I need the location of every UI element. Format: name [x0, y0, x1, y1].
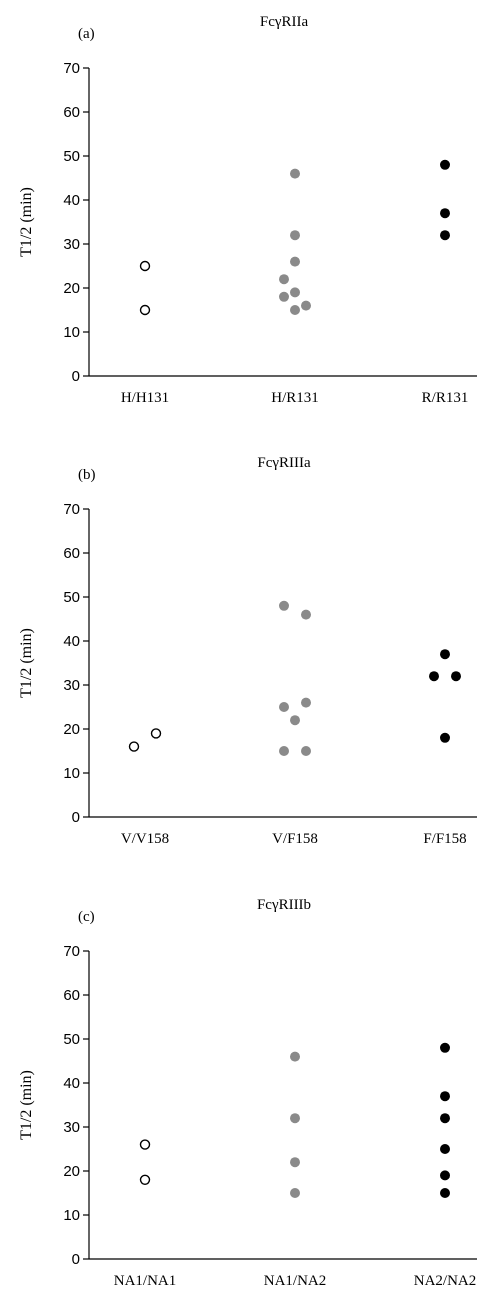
panel-label: (a)	[78, 26, 95, 42]
data-point	[440, 208, 450, 219]
data-point	[290, 1113, 300, 1124]
data-point	[440, 1113, 450, 1124]
data-point	[440, 1042, 450, 1053]
data-point	[290, 230, 300, 241]
chart-panel-2: (b) FcγRIIIa T1/2 (min) 0 10 20 30 40 50 60 70 V/V1…	[18, 455, 477, 847]
y-tick-label: 0	[72, 1251, 80, 1268]
y-tick-label: 40	[63, 192, 80, 209]
data-point	[440, 230, 450, 241]
data-point	[279, 600, 289, 611]
chart-panel-1: (a) FcγRIIa T1/2 (min) 0 10 20 30 40 50 60 70 H/H13…	[18, 14, 477, 406]
y-tick-label: 20	[63, 280, 80, 297]
y-tick-label: 60	[63, 104, 80, 121]
y-tick-label: 10	[63, 1207, 80, 1224]
data-point	[301, 609, 311, 620]
x-category-label: V/V158	[121, 831, 169, 847]
data-point	[451, 671, 461, 682]
data-point	[128, 741, 140, 752]
panel-label: (c)	[78, 909, 95, 925]
x-category-label: NA1/NA2	[264, 1273, 327, 1289]
data-point	[279, 746, 289, 756]
x-category-label: NA2/NA2	[414, 1273, 477, 1289]
data-point	[440, 1091, 450, 1102]
data-point	[440, 649, 450, 660]
data-point	[139, 304, 151, 316]
y-tick-label: 20	[63, 721, 80, 738]
data-point	[440, 159, 450, 170]
x-category-label: F/F158	[423, 831, 466, 847]
data-point	[301, 746, 311, 756]
data-point	[440, 1144, 450, 1154]
data-point	[290, 715, 300, 726]
y-tick-label: 10	[63, 765, 80, 782]
y-tick-label: 40	[63, 1075, 80, 1092]
data-point	[440, 732, 450, 743]
y-tick-label: 20	[63, 1163, 80, 1180]
data-point	[139, 260, 151, 272]
data-point	[290, 1157, 300, 1168]
y-tick-label: 70	[63, 943, 80, 960]
data-point	[290, 305, 300, 315]
data-point	[139, 1174, 151, 1186]
data-point	[279, 291, 289, 302]
y-tick-label: 0	[72, 368, 80, 385]
data-point	[290, 168, 300, 179]
y-tick-label: 40	[63, 633, 80, 650]
data-point	[440, 1188, 450, 1198]
y-tick-label: 50	[63, 1031, 80, 1048]
x-category-label: H/H131	[121, 390, 169, 406]
y-tick-label: 50	[63, 589, 80, 606]
data-point	[290, 256, 300, 267]
y-tick-label: 30	[63, 677, 80, 694]
y-tick-label: 0	[72, 809, 80, 826]
data-point	[440, 1170, 450, 1181]
chart-title: FcγRIIa	[260, 14, 309, 30]
data-point	[301, 300, 311, 311]
data-point	[139, 1139, 151, 1150]
data-point	[290, 287, 300, 298]
data-point	[290, 1051, 300, 1062]
data-point	[290, 1188, 300, 1198]
y-tick-label: 60	[63, 545, 80, 562]
data-point	[279, 702, 289, 712]
y-tick-label: 70	[63, 60, 80, 77]
y-axis-label: T1/2 (min)	[18, 628, 35, 698]
data-point	[279, 274, 289, 285]
y-tick-label: 30	[63, 236, 80, 253]
data-point	[150, 728, 162, 739]
y-axis-label: T1/2 (min)	[18, 1070, 35, 1140]
data-point	[429, 671, 439, 682]
y-tick-label: 70	[63, 501, 80, 518]
y-tick-label: 10	[63, 324, 80, 341]
x-category-label: V/F158	[272, 831, 318, 847]
y-tick-label: 60	[63, 987, 80, 1004]
y-tick-label: 30	[63, 1119, 80, 1136]
y-axis-label: T1/2 (min)	[18, 187, 35, 257]
chart-title: FcγRIIIb	[257, 897, 311, 913]
y-tick-label: 50	[63, 148, 80, 165]
panel-label: (b)	[78, 467, 96, 483]
data-point	[301, 697, 311, 708]
chart-panel-3: (c) FcγRIIIb T1/2 (min) 0 10 20 30 40 50 60 70 NA1/…	[18, 897, 477, 1289]
x-category-label: H/R131	[271, 390, 319, 406]
chart-title: FcγRIIIa	[257, 455, 311, 471]
x-category-label: NA1/NA1	[114, 1273, 177, 1289]
x-category-label: R/R131	[422, 390, 469, 406]
